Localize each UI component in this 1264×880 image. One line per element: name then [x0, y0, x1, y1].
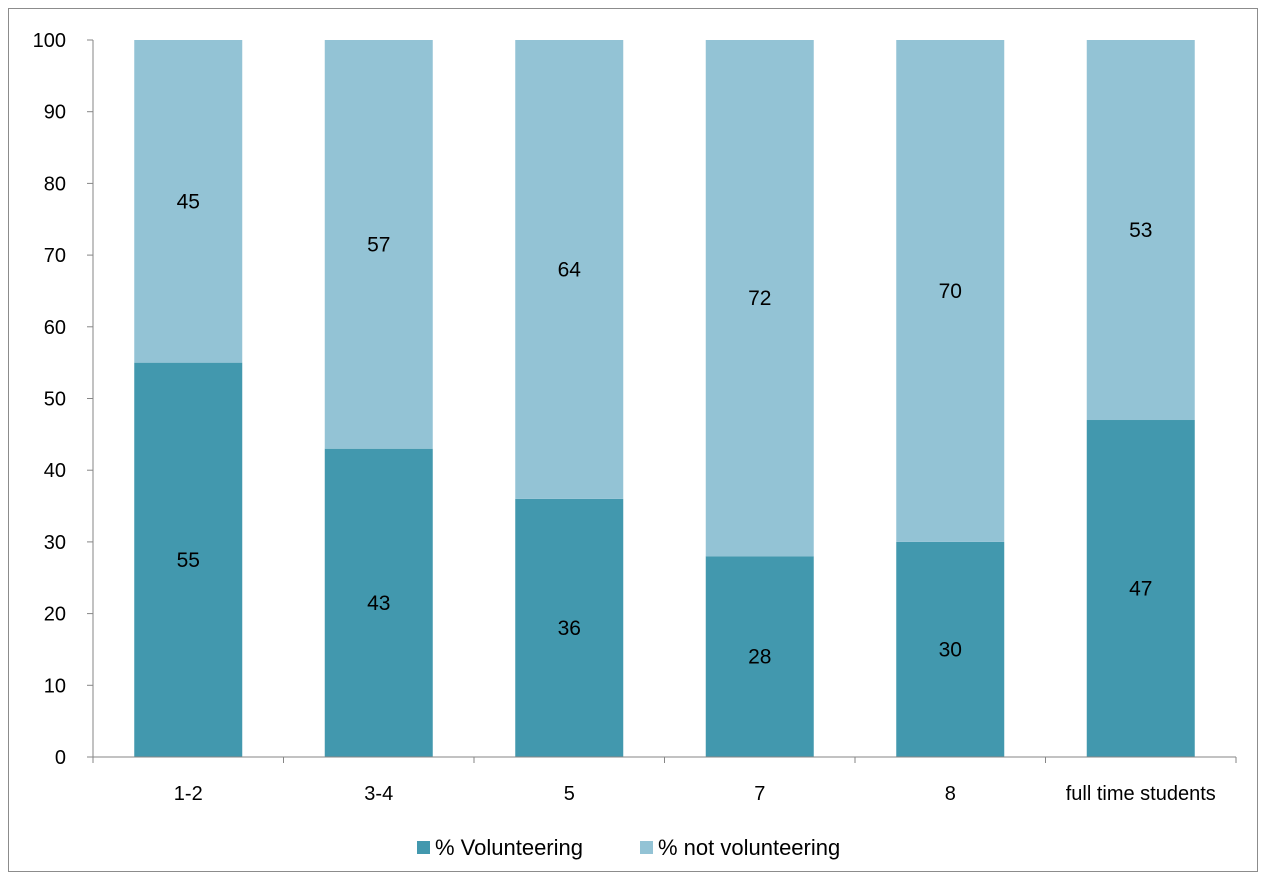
x-tick-label: 5	[564, 783, 575, 805]
x-tick-label: 1-2	[174, 783, 203, 805]
y-tick-label: 10	[44, 675, 66, 697]
y-tick-label: 20	[44, 604, 66, 626]
data-label: 28	[748, 646, 771, 669]
y-tick-label: 40	[44, 460, 66, 482]
data-label: 45	[177, 190, 200, 213]
y-tick-label: 80	[44, 173, 66, 195]
x-tick-label: full time students	[1066, 783, 1216, 805]
y-tick-label: 60	[44, 317, 66, 339]
x-tick-label: 8	[945, 783, 956, 805]
y-tick-label: 50	[44, 389, 66, 411]
bar-not-volunteering	[515, 40, 624, 499]
data-label: 70	[939, 280, 962, 303]
legend-label: % not volunteering	[658, 835, 840, 860]
y-tick-label: 90	[44, 102, 66, 124]
bar-volunteering	[515, 498, 624, 757]
data-label: 43	[367, 592, 390, 615]
data-label: 47	[1129, 578, 1152, 601]
bar-not-volunteering	[705, 40, 814, 557]
bar-not-volunteering	[1086, 40, 1195, 421]
data-label: 53	[1129, 219, 1152, 242]
bar-volunteering	[705, 556, 814, 757]
bar-not-volunteering	[324, 40, 433, 449]
y-tick-label: 100	[33, 30, 66, 52]
data-label: 72	[748, 287, 771, 310]
legend-swatch-volunteering	[417, 841, 430, 854]
data-label: 36	[558, 617, 581, 640]
x-tick-label: 3-4	[364, 783, 393, 805]
legend-label: % Volunteering	[435, 835, 583, 860]
y-tick-label: 70	[44, 245, 66, 267]
x-tick-label: 7	[754, 783, 765, 805]
bar-volunteering	[134, 362, 243, 757]
bar-not-volunteering	[134, 40, 243, 363]
data-label: 30	[939, 638, 962, 661]
bar-not-volunteering	[896, 40, 1005, 542]
data-label: 64	[558, 258, 582, 281]
legend-swatch-not-volunteering	[640, 841, 653, 854]
data-label: 57	[367, 233, 390, 256]
y-tick-label: 0	[55, 747, 66, 769]
bar-volunteering	[896, 541, 1005, 757]
data-label: 55	[177, 549, 200, 572]
bar-volunteering	[324, 448, 433, 757]
y-tick-label: 30	[44, 532, 66, 554]
bar-volunteering	[1086, 420, 1195, 757]
